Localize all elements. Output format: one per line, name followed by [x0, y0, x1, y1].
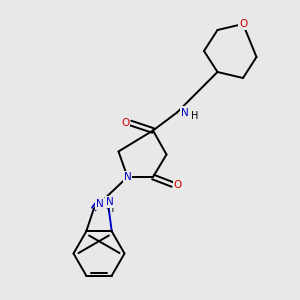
- Text: N: N: [106, 197, 113, 207]
- Text: O: O: [174, 179, 182, 190]
- Text: O: O: [239, 19, 247, 29]
- Text: N: N: [181, 107, 188, 118]
- Text: N: N: [97, 200, 104, 209]
- Text: H: H: [107, 204, 115, 214]
- Text: H: H: [191, 111, 199, 121]
- Text: O: O: [121, 118, 129, 128]
- Text: N: N: [124, 172, 131, 182]
